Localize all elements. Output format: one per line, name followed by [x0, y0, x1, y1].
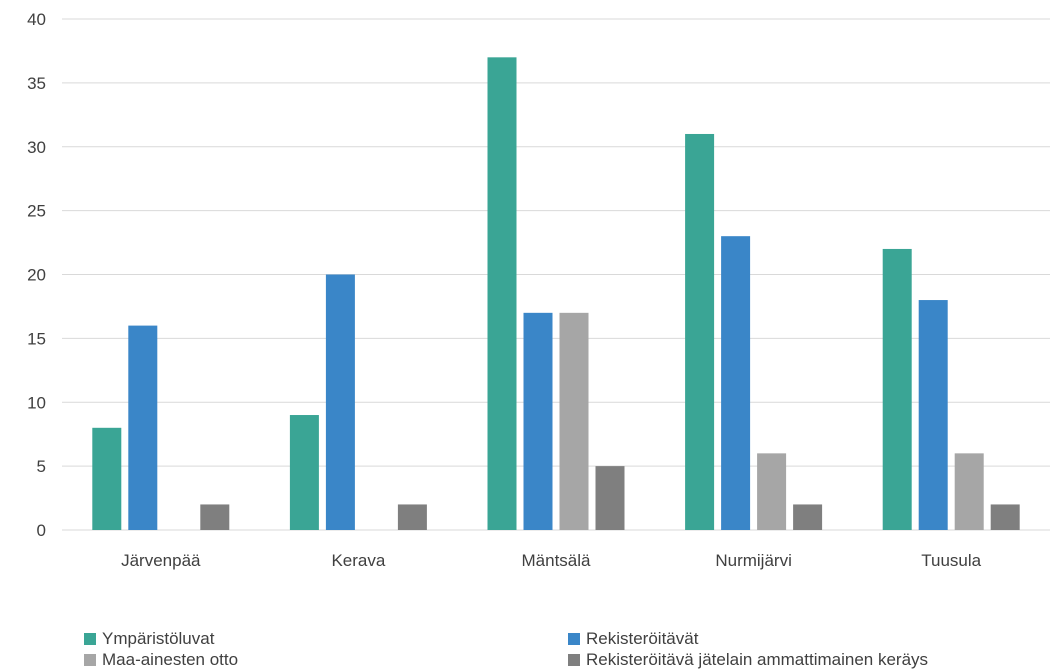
- bar: [882, 248, 912, 530]
- y-tick-label: 35: [27, 74, 46, 93]
- bar: [757, 453, 787, 530]
- bar: [523, 312, 553, 530]
- bar: [721, 236, 751, 531]
- bar: [487, 57, 517, 530]
- bar: [685, 133, 715, 530]
- bar: [397, 504, 427, 530]
- x-tick-label: Nurmijärvi: [715, 551, 792, 570]
- bar: [128, 325, 158, 530]
- y-tick-label: 20: [27, 266, 46, 285]
- bar: [559, 312, 589, 530]
- x-tick-label: Järvenpää: [121, 551, 201, 570]
- y-tick-label: 5: [37, 457, 46, 476]
- bar: [954, 453, 984, 530]
- y-axis: 0 5 10 15 20 25 30 35 40: [27, 10, 46, 540]
- x-tick-label: Tuusula: [921, 551, 981, 570]
- bar: [793, 504, 823, 530]
- bar: [200, 504, 230, 530]
- bar: [92, 427, 122, 530]
- x-tick-label: Mäntsälä: [522, 551, 592, 570]
- x-tick-label: Kerava: [331, 551, 385, 570]
- y-tick-label: 25: [27, 202, 46, 221]
- bar: [325, 274, 355, 530]
- gridlines: [62, 18, 1050, 531]
- bar: [918, 300, 948, 530]
- bar: [595, 466, 625, 530]
- y-tick-label: 40: [27, 10, 46, 29]
- y-tick-label: 0: [37, 521, 46, 540]
- bar: [990, 504, 1020, 530]
- x-axis: Järvenpää Kerava Mäntsälä Nurmijärvi Tuusula: [121, 551, 982, 570]
- y-tick-label: 15: [27, 329, 46, 348]
- y-tick-label: 10: [27, 393, 46, 412]
- y-tick-label: 30: [27, 138, 46, 157]
- bar: [289, 415, 319, 530]
- bars: [92, 57, 1020, 531]
